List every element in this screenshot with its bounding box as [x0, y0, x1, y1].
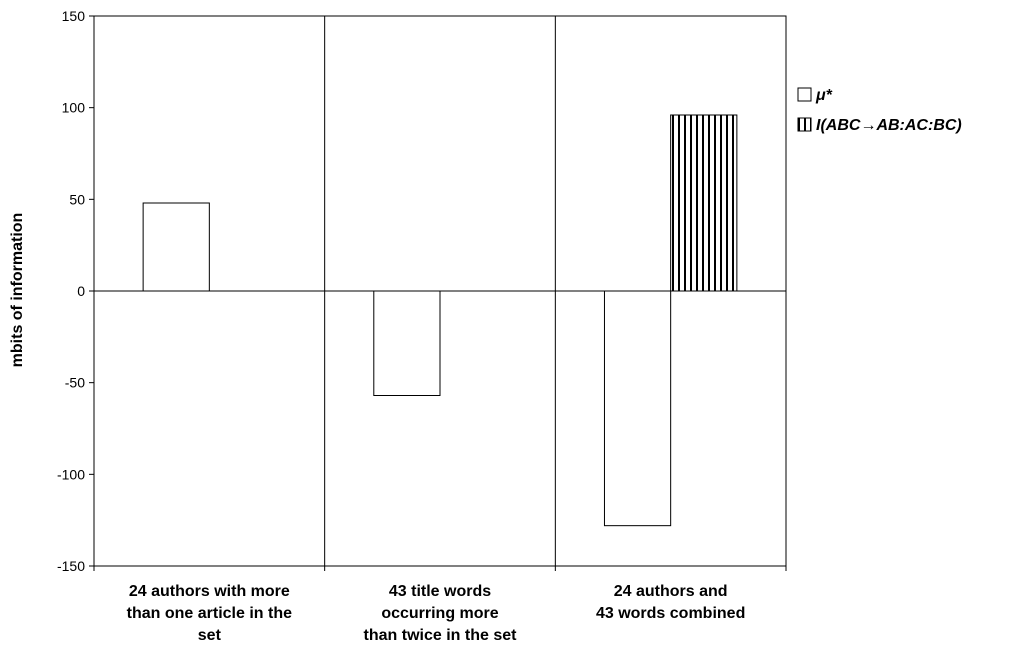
category-label: set — [198, 627, 222, 644]
legend-label: μ* — [815, 87, 833, 104]
y-tick-label: -50 — [65, 375, 85, 391]
legend-label: I(ABC→AB:AC:BC) — [816, 117, 962, 134]
legend-swatch — [797, 87, 812, 102]
category-label: 24 authors with more — [129, 583, 290, 600]
category-label: 43 title words — [389, 583, 491, 600]
category-label: occurring more — [381, 605, 498, 622]
category-label: 24 authors and — [614, 583, 728, 600]
y-tick-label: -150 — [57, 558, 85, 574]
bar-mu-3 — [603, 290, 672, 527]
category-label: than one article in the — [127, 605, 292, 622]
y-tick-label: -100 — [57, 466, 85, 482]
y-tick-label: 0 — [77, 283, 85, 299]
legend-swatch — [797, 117, 812, 132]
category-label: than twice in the set — [364, 627, 518, 644]
y-tick-label: 50 — [69, 191, 85, 207]
category-label: 43 words combined — [596, 605, 745, 622]
y-tick-label: 150 — [62, 8, 86, 24]
bar-mu-2 — [373, 290, 441, 396]
y-axis-title: mbits of information — [9, 213, 26, 368]
y-tick-label: 100 — [62, 100, 86, 116]
bar-interaction-3 — [670, 114, 738, 292]
bar-mu-1 — [142, 202, 210, 292]
